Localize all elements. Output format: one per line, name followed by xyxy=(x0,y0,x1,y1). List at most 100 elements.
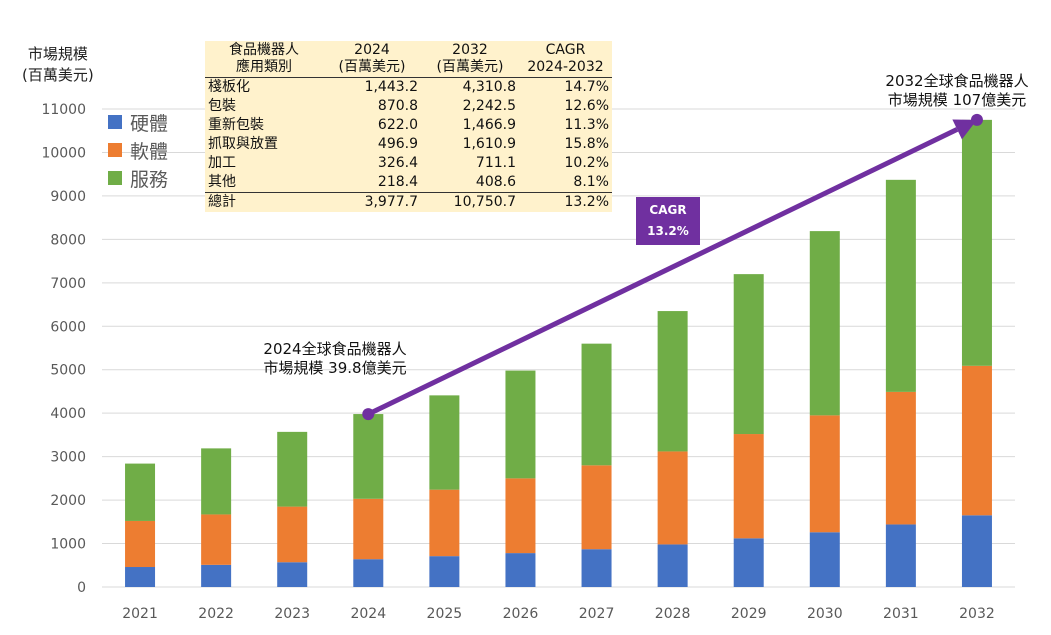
header-2024: 2024 (百萬美元) xyxy=(323,41,421,78)
cagr-badge-line2: 13.2% xyxy=(647,224,689,238)
y-tick-label: 2000 xyxy=(50,493,86,509)
total-cagr: 13.2% xyxy=(519,192,612,212)
x-tick-label: 2024 xyxy=(350,606,386,622)
total-2024: 3,977.7 xyxy=(323,192,421,212)
application-table: 食品機器人 應用類別 2024 (百萬美元) 2032 (百萬美元) CAGR 2024… xyxy=(205,41,612,212)
x-tick-label: 2022 xyxy=(198,606,234,622)
row-cagr: 12.6% xyxy=(564,98,609,114)
row-name: 重新包裝 xyxy=(208,117,264,133)
cagr-arrow-line xyxy=(367,127,959,417)
cagr-arrow xyxy=(362,113,983,421)
bar-segment-services xyxy=(125,463,156,521)
header-2024-line2: (百萬美元) xyxy=(338,59,406,75)
bar-segment-hardware xyxy=(201,564,232,587)
total-name: 總計 xyxy=(205,192,323,212)
y-tick-label: 0 xyxy=(77,580,86,596)
table-row: 棧板化 1,443.2 4,310.8 14.7% xyxy=(205,78,612,98)
x-tick-label: 2029 xyxy=(731,606,767,622)
bar-segment-hardware xyxy=(809,532,840,587)
cagr-badge-line1: CAGR xyxy=(649,203,687,217)
bar-segment-hardware xyxy=(657,544,688,587)
row-2024: 1,443.2 xyxy=(364,79,418,95)
table-row: 抓取與放置 496.9 1,610.9 15.8% xyxy=(205,135,612,154)
y-tick-label: 4000 xyxy=(50,406,86,422)
bar-segment-hardware xyxy=(429,556,460,587)
y-axis-label-line2: (百萬美元) xyxy=(22,66,94,84)
header-category-line1: 食品機器人 xyxy=(229,42,299,58)
y-tick-label: 11000 xyxy=(41,102,86,118)
cagr-arrow-start-dot xyxy=(362,408,375,421)
x-tick-label: 2023 xyxy=(274,606,310,622)
table-row: 重新包裝 622.0 1,466.9 11.3% xyxy=(205,116,612,135)
row-2024: 326.4 xyxy=(377,155,418,171)
bar-segment-services xyxy=(277,431,308,507)
bar-segment-services xyxy=(581,343,612,466)
legend-item-software: 軟體 xyxy=(108,136,168,164)
header-2032-line1: 2032 xyxy=(452,42,488,58)
table-row: 加工 326.4 711.1 10.2% xyxy=(205,154,612,173)
bar-segment-services xyxy=(201,448,232,515)
row-cagr: 14.7% xyxy=(564,79,609,95)
y-tick-label: 9000 xyxy=(50,189,86,205)
x-axis-ticks: 2021 2022 2023 2024 2025 2026 2027 2028 2029 2030… xyxy=(122,606,995,622)
bar-segment-services xyxy=(505,370,536,479)
bar-segment-software xyxy=(505,478,536,554)
row-name: 抓取與放置 xyxy=(208,136,278,152)
row-2024: 218.4 xyxy=(377,174,418,190)
end-callout-line2: 市場規模 107億美元 xyxy=(887,91,1027,109)
header-category-line2: 應用類別 xyxy=(236,59,292,75)
legend-swatch-software xyxy=(108,143,122,157)
legend-swatch-services xyxy=(108,171,122,185)
y-axis-ticks: 0 1000 2000 3000 4000 5000 6000 7000 8000 9000 100… xyxy=(41,102,86,596)
y-tick-label: 10000 xyxy=(41,145,86,161)
header-cagr: CAGR 2024-2032 xyxy=(519,41,612,78)
bar-segment-software xyxy=(657,451,688,545)
x-tick-label: 2028 xyxy=(655,606,691,622)
row-2032: 711.1 xyxy=(475,155,516,171)
row-2024: 496.9 xyxy=(377,136,418,152)
y-tick-label: 1000 xyxy=(50,537,86,553)
y-axis-label: 市場規模 (百萬美元) xyxy=(22,44,94,86)
row-2032: 408.6 xyxy=(475,174,516,190)
y-tick-label: 8000 xyxy=(50,232,86,248)
row-name: 棧板化 xyxy=(208,79,250,95)
table-row: 包裝 870.8 2,242.5 12.6% xyxy=(205,97,612,116)
bar-segment-services xyxy=(885,179,916,392)
bar-segment-services xyxy=(961,119,992,366)
row-name: 其他 xyxy=(208,174,236,190)
x-tick-label: 2031 xyxy=(883,606,919,622)
bar-segment-hardware xyxy=(885,524,916,587)
bar-segment-software xyxy=(353,498,384,560)
bar-segment-software xyxy=(125,520,156,568)
bar-segment-hardware xyxy=(277,562,308,587)
bar-segment-software xyxy=(581,465,612,550)
bar-segment-software xyxy=(277,506,308,563)
bar-segment-hardware xyxy=(125,567,156,587)
legend-swatch-hardware xyxy=(108,115,122,129)
legend-item-hardware: 硬體 xyxy=(108,108,168,136)
bar-segment-services xyxy=(809,231,840,416)
bar-segment-software xyxy=(201,514,232,565)
row-cagr: 11.3% xyxy=(564,117,609,133)
y-tick-label: 7000 xyxy=(50,276,86,292)
legend-label-software: 軟體 xyxy=(130,140,169,163)
row-name: 加工 xyxy=(208,155,236,171)
row-2032: 4,310.8 xyxy=(462,79,516,95)
y-axis-label-line1: 市場規模 xyxy=(27,45,88,63)
header-2032-line2: (百萬美元) xyxy=(436,59,504,75)
x-tick-label: 2030 xyxy=(807,606,843,622)
bar-segment-software xyxy=(809,415,840,533)
bar-segment-hardware xyxy=(581,549,612,587)
bar-segment-hardware xyxy=(505,553,536,587)
legend-label-services: 服務 xyxy=(130,168,169,191)
start-callout-line1: 2024全球食品機器人 xyxy=(263,340,407,358)
header-cagr-line1: CAGR xyxy=(545,42,586,58)
cagr-badge: CAGR 13.2% xyxy=(636,197,700,245)
cagr-arrow-end-dot xyxy=(970,113,983,126)
bar-segment-software xyxy=(961,365,992,516)
cagr-arrow-head xyxy=(952,119,977,140)
bar-segment-services xyxy=(429,395,460,490)
header-category: 食品機器人 應用類別 xyxy=(205,41,323,78)
table-header-row: 食品機器人 應用類別 2024 (百萬美元) 2032 (百萬美元) CAGR 2024… xyxy=(205,41,612,78)
